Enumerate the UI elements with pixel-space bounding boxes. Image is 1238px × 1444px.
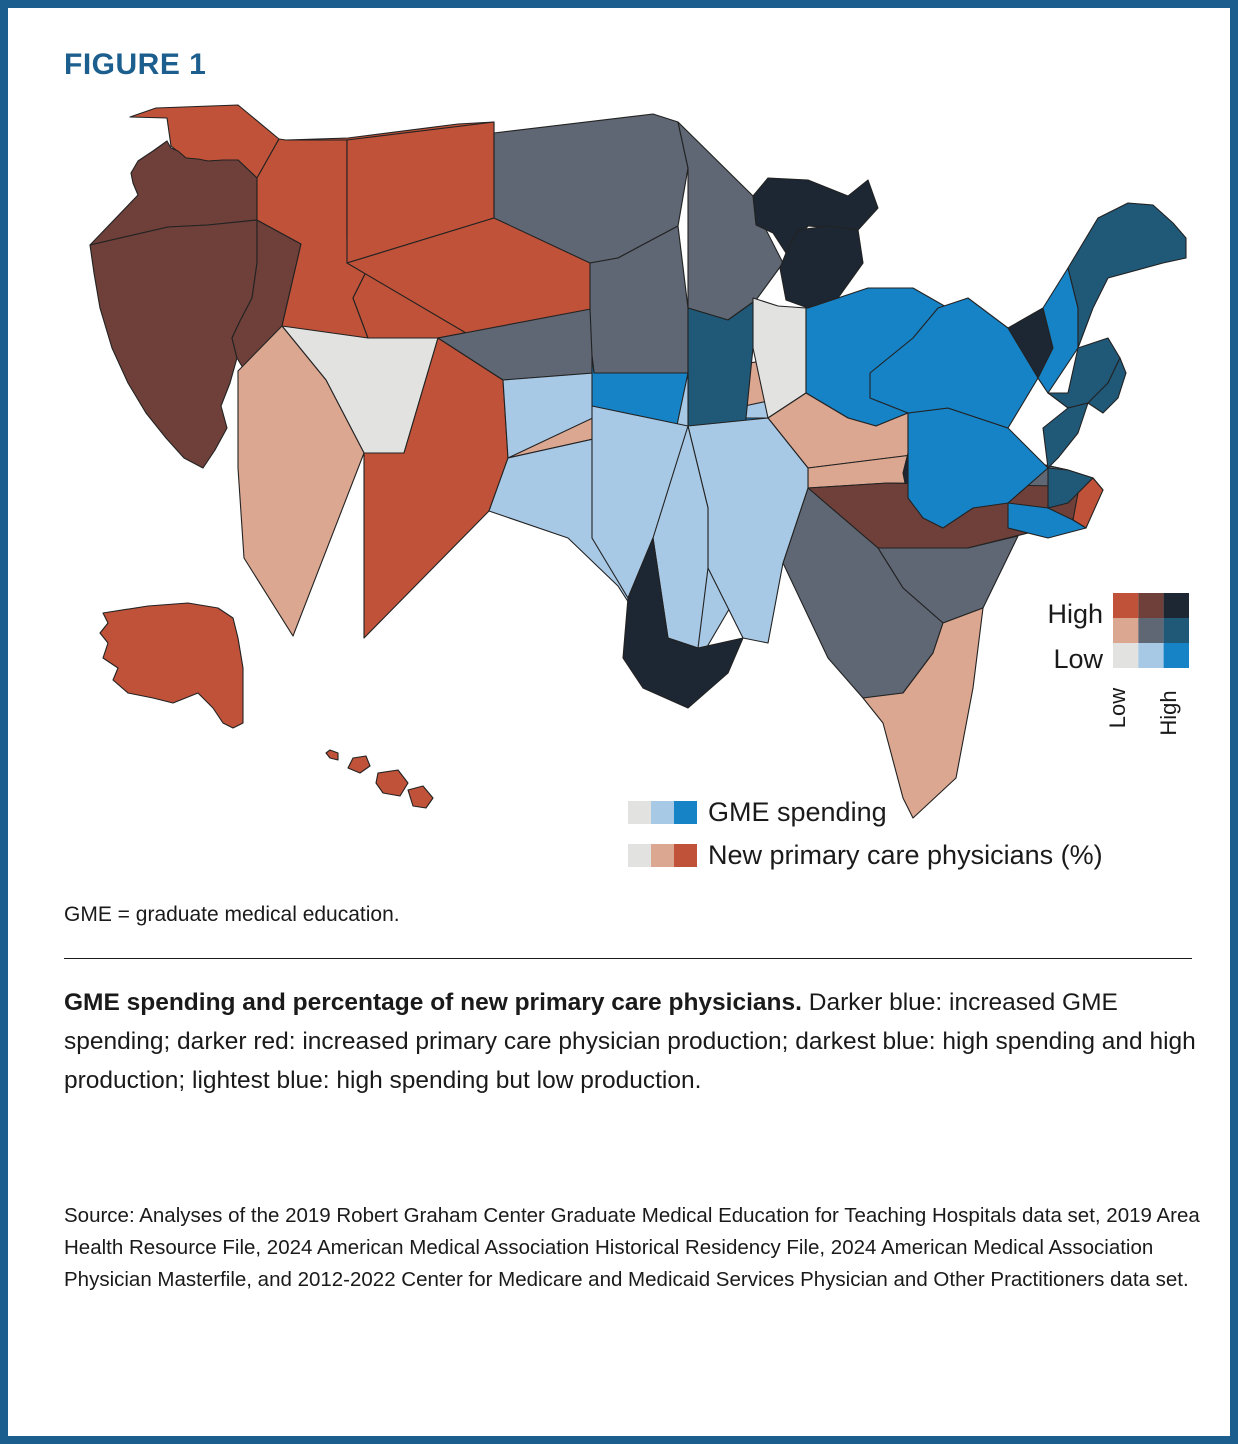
- svg-text:New primary care physicians (%: New primary care physicians (%): [708, 840, 1103, 870]
- svg-text:GME spending: GME spending: [708, 797, 887, 827]
